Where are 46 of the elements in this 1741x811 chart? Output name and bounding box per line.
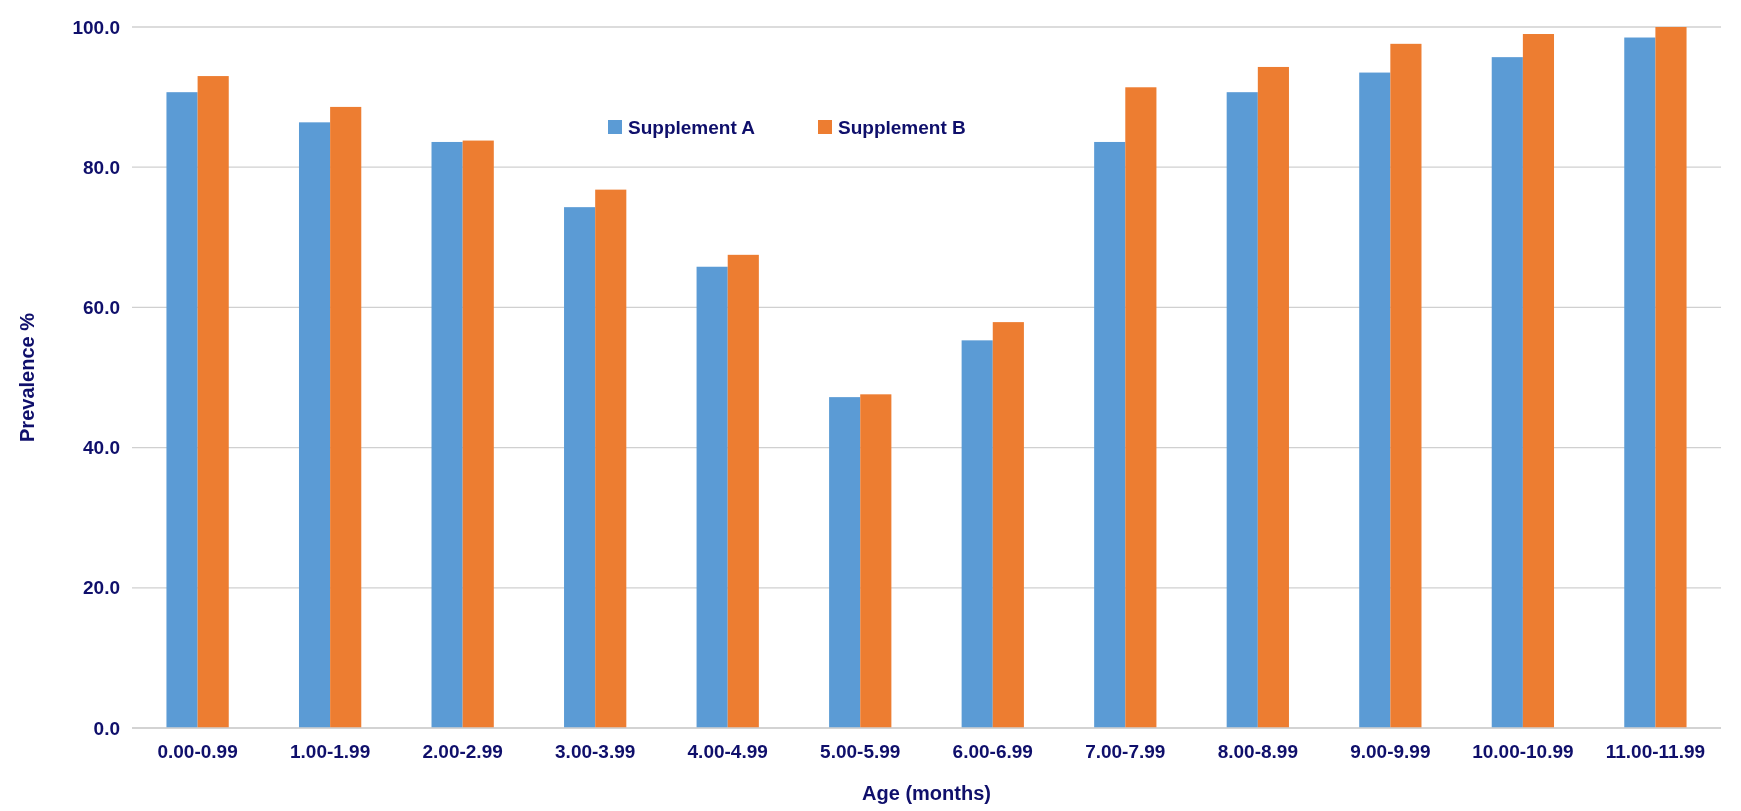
bar — [1094, 141, 1126, 728]
bar — [1257, 66, 1289, 728]
bar — [992, 322, 1024, 728]
bar — [1125, 87, 1157, 728]
bar — [166, 92, 198, 728]
bar — [564, 207, 596, 728]
x-tick-label: 11.00-11.99 — [1605, 741, 1706, 762]
legend-label: Supplement A — [628, 116, 756, 138]
x-tick-label: 6.00-6.99 — [952, 741, 1033, 762]
y-tick-label: 0.0 — [93, 717, 120, 739]
bar — [1226, 92, 1258, 728]
x-tick-label: 4.00-4.99 — [687, 741, 768, 762]
bar — [431, 141, 463, 728]
bar — [595, 189, 627, 728]
x-tick-label: 0.00-0.99 — [157, 741, 238, 762]
y-tick-label: 80.0 — [83, 156, 120, 178]
bar — [330, 106, 362, 728]
x-tick-label: 10.00-10.99 — [1472, 741, 1574, 762]
bar — [1359, 72, 1391, 728]
y-tick-label: 60.0 — [83, 297, 120, 319]
bar — [1522, 34, 1555, 728]
y-axis-title: Prevalence % — [16, 312, 38, 442]
x-tick-label: 5.00-5.99 — [820, 741, 901, 762]
x-tick-label: 3.00-3.99 — [555, 741, 636, 762]
bar — [1491, 57, 1523, 728]
bar — [696, 266, 728, 728]
y-tick-label: 40.0 — [83, 437, 120, 459]
bar — [1390, 43, 1422, 728]
legend-label: Supplement B — [838, 116, 966, 138]
bar — [860, 394, 892, 728]
x-tick-label: 9.00-9.99 — [1350, 741, 1431, 762]
x-tick-label: 7.00-7.99 — [1085, 741, 1166, 762]
bar — [462, 140, 494, 728]
x-tick-label: 1.00-1.99 — [289, 741, 371, 762]
y-tick-label: 20.0 — [83, 577, 120, 599]
bar — [197, 76, 229, 728]
y-tick-label: 100.0 — [72, 16, 120, 38]
x-axis-title: Age (months) — [862, 782, 991, 804]
bar — [961, 340, 993, 728]
bar — [829, 397, 861, 728]
bar — [1624, 37, 1656, 728]
bar — [1655, 27, 1687, 728]
bar — [298, 122, 331, 728]
bar — [727, 254, 759, 728]
x-tick-label: 8.00-8.99 — [1217, 741, 1298, 762]
x-tick-label: 2.00-2.99 — [422, 741, 503, 762]
